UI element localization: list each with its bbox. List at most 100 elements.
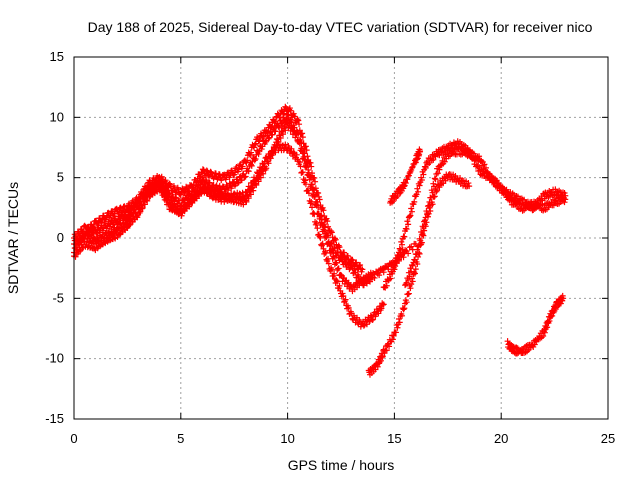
data-point (280, 131, 287, 138)
data-point (325, 223, 332, 230)
data-point (143, 196, 150, 203)
data-point (405, 173, 412, 180)
data-point (431, 193, 438, 200)
data-point (295, 117, 302, 124)
data-point (250, 187, 257, 194)
data-point (392, 329, 399, 336)
data-point (282, 127, 289, 134)
data-point (476, 153, 483, 160)
data-point (408, 205, 415, 212)
data-point (331, 235, 338, 242)
data-point (277, 134, 284, 141)
data-point (315, 189, 322, 196)
data-point (366, 278, 373, 285)
data-point (417, 237, 424, 244)
data-point (336, 244, 343, 251)
data-point (367, 312, 374, 319)
data-point (231, 169, 238, 176)
data-point (242, 173, 249, 180)
data-point (387, 275, 394, 282)
data-point (293, 151, 300, 158)
data-point (360, 322, 367, 329)
data-point (162, 193, 169, 200)
data-point (376, 359, 383, 366)
x-tick-label: 15 (387, 431, 401, 446)
series-track-5 (365, 171, 473, 378)
data-point (313, 202, 320, 209)
data-point (402, 180, 409, 187)
data-point (144, 197, 151, 204)
y-tick-label: -5 (52, 290, 64, 305)
data-point (302, 177, 309, 184)
data-point (411, 256, 418, 263)
data-point (331, 245, 338, 252)
data-point (290, 149, 297, 156)
data-point (245, 195, 252, 202)
data-point (482, 164, 489, 171)
data-point (344, 253, 351, 260)
data-point (207, 168, 214, 175)
data-point (422, 165, 429, 172)
data-point (312, 178, 319, 185)
data-point (276, 114, 283, 121)
data-point (202, 177, 209, 184)
data-points (71, 103, 569, 378)
data-point (259, 135, 266, 142)
grid (74, 57, 608, 419)
data-point (562, 196, 569, 203)
data-point (430, 156, 437, 163)
data-point (282, 141, 289, 148)
data-point (258, 146, 265, 153)
data-point (390, 332, 397, 339)
data-point (344, 259, 351, 266)
y-tick-label: 0 (57, 230, 64, 245)
series-track-8 (387, 146, 424, 206)
data-point (357, 262, 364, 269)
data-point (561, 190, 568, 197)
data-point (544, 324, 551, 331)
data-point (272, 128, 279, 135)
data-point (160, 188, 167, 195)
series-track-9 (504, 292, 567, 357)
data-point (315, 211, 322, 218)
x-tick-label: 0 (70, 431, 77, 446)
data-point (157, 179, 164, 186)
data-point (321, 248, 328, 255)
data-point (413, 251, 420, 258)
plot-frame (73, 56, 609, 420)
data-point (239, 163, 246, 170)
data-point (242, 197, 249, 204)
data-point (409, 163, 416, 170)
data-point (549, 312, 556, 319)
data-point (434, 187, 441, 194)
data-point (255, 151, 262, 158)
data-point (407, 285, 414, 292)
data-point (309, 204, 316, 211)
data-point (342, 296, 349, 303)
data-point (395, 254, 402, 261)
x-tick-label: 5 (177, 431, 184, 446)
data-point (400, 306, 407, 313)
data-point (395, 316, 402, 323)
data-point (296, 121, 303, 128)
data-point (235, 179, 242, 186)
data-point (294, 116, 301, 123)
data-point (429, 201, 436, 208)
data-point (353, 259, 360, 266)
data-point (424, 210, 431, 217)
data-point (328, 249, 335, 256)
data-point (251, 141, 258, 148)
data-point (411, 198, 418, 205)
data-point (331, 254, 338, 261)
x-tick-label: 25 (601, 431, 615, 446)
data-point (248, 162, 255, 169)
data-point (465, 180, 472, 187)
data-point (288, 145, 295, 152)
data-point (305, 172, 312, 179)
data-point (313, 220, 320, 227)
axis-ticks: 0 5 10 15 20 25 15 10 5 0 -5 -10 -15 (45, 49, 615, 446)
data-point (305, 190, 312, 197)
data-point (255, 178, 262, 185)
data-point (407, 212, 414, 219)
